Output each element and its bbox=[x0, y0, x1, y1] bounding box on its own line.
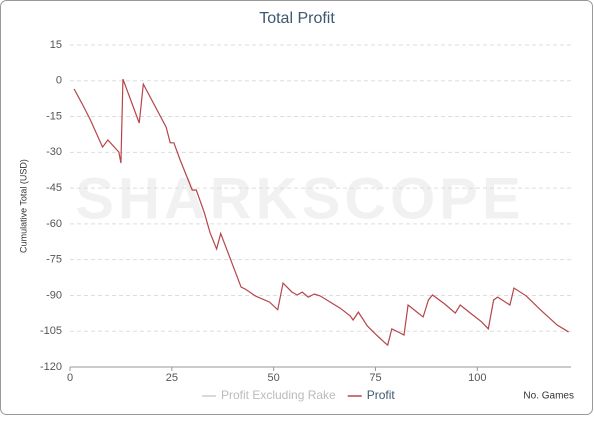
x-tick-label: 50 bbox=[268, 372, 280, 384]
chart-title: Total Profit bbox=[259, 10, 335, 27]
watermark: SHARKSCOPE bbox=[75, 166, 524, 231]
y-tick-label: -60 bbox=[46, 218, 62, 230]
y-axis-title: Cumulative Total (USD) bbox=[18, 159, 28, 253]
series-line bbox=[73, 78, 569, 347]
y-tick-label: -30 bbox=[46, 146, 62, 158]
y-tick-label: -15 bbox=[46, 110, 62, 122]
x-tick-label: 0 bbox=[67, 372, 73, 384]
x-tick-label: 100 bbox=[468, 372, 486, 384]
legend-label: Profit bbox=[367, 388, 396, 402]
y-tick-label: -90 bbox=[46, 289, 62, 301]
y-tick-label: -120 bbox=[40, 361, 62, 373]
legend-label: Profit Excluding Rake bbox=[221, 388, 336, 402]
x-tick-label: 75 bbox=[369, 372, 381, 384]
y-tick-label: 0 bbox=[56, 75, 62, 87]
y-tick-label: 15 bbox=[50, 39, 62, 51]
y-tick-label: -45 bbox=[46, 182, 62, 194]
x-axis-title: No. Games bbox=[523, 391, 574, 402]
y-tick-label: -75 bbox=[46, 254, 62, 266]
y-tick-label: -105 bbox=[40, 325, 62, 337]
x-tick-label: 25 bbox=[166, 372, 178, 384]
